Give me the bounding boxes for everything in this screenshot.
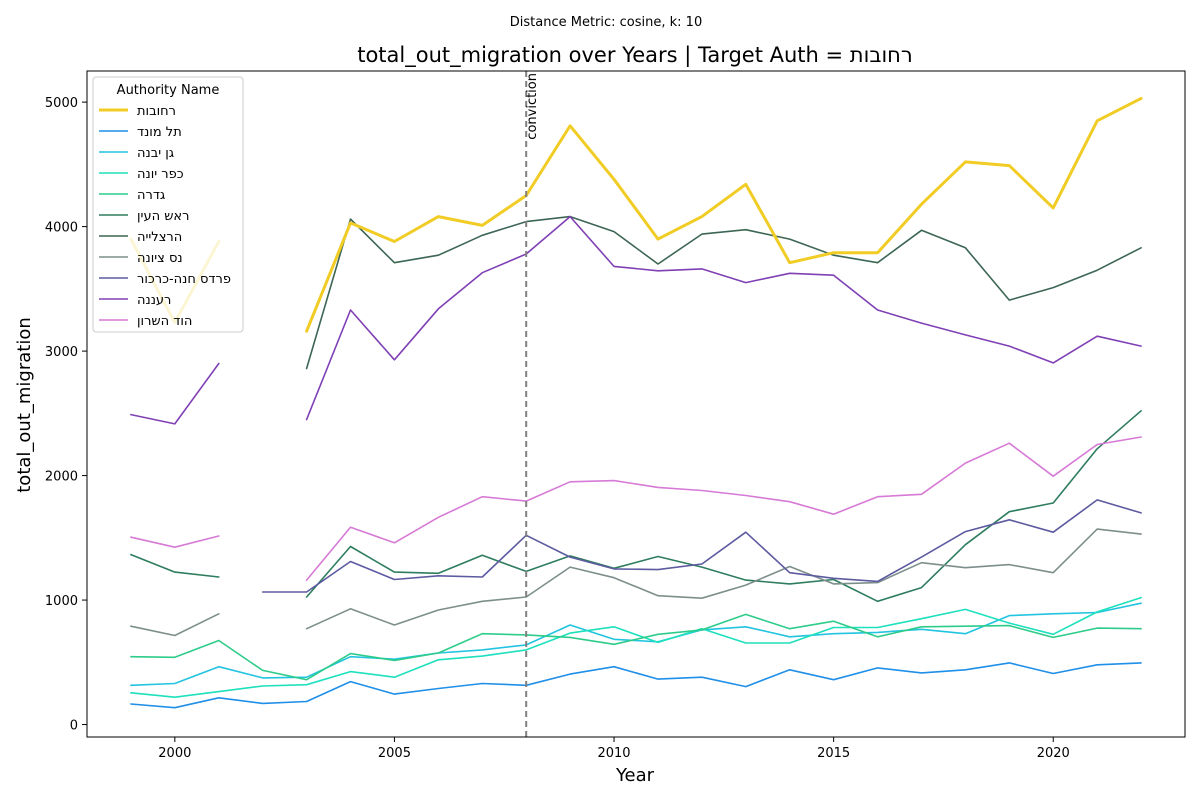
legend-label: ראש העין xyxy=(137,209,189,224)
legend-label: תל מונד xyxy=(137,125,182,140)
annotation-group: conviction xyxy=(525,71,540,737)
chart-title: total_out_migration over Years | Target … xyxy=(357,43,913,68)
series-line xyxy=(130,613,1142,681)
chart-suptitle: Distance Metric: cosine, k: 10 xyxy=(510,15,702,30)
x-tick-label: 2015 xyxy=(817,746,850,761)
series-line xyxy=(130,436,1142,581)
series-group xyxy=(129,96,1143,709)
plot-frame xyxy=(86,70,1186,738)
legend-label: גדרה xyxy=(137,188,165,203)
x-tick-label: 2005 xyxy=(378,746,411,761)
legend-title: Authority Name xyxy=(117,83,220,98)
legend-label: הרצלייה xyxy=(137,230,182,245)
legend-label: רעננה xyxy=(137,293,171,308)
series-line xyxy=(130,596,1142,698)
y-axis-label: total_out_migration xyxy=(14,317,35,493)
legend-label: כפר יונה xyxy=(137,167,184,182)
legend: Authority Name רחובות תל מונד גן יבנה כפר י… xyxy=(92,76,244,333)
y-tick-label: 0 xyxy=(70,719,78,734)
annotation-label: conviction xyxy=(525,73,540,140)
legend-label: הוד השרון xyxy=(137,314,192,329)
series-line xyxy=(129,96,1143,333)
series-line xyxy=(130,602,1142,687)
series-line xyxy=(130,410,1142,603)
axis-ticks: 2000 2005 2010 2015 2020 0 1000 2000 3000 4000 500… xyxy=(45,96,1070,761)
y-tick-label: 1000 xyxy=(45,594,78,609)
plot-area: conviction xyxy=(129,71,1143,737)
y-tick-label: 3000 xyxy=(45,345,78,360)
legend-label: גן יבנה xyxy=(137,146,174,161)
x-axis-label: Year xyxy=(615,765,655,786)
series-line xyxy=(305,215,1142,370)
series-line xyxy=(130,215,1142,425)
series-line xyxy=(130,528,1142,637)
series-line xyxy=(261,499,1142,593)
y-tick-label: 2000 xyxy=(45,470,78,485)
x-tick-label: 2010 xyxy=(597,746,630,761)
legend-box xyxy=(92,76,244,333)
legend-label: נס ציונה xyxy=(137,251,183,266)
y-tick-label: 4000 xyxy=(45,221,78,236)
legend-label: רחובות xyxy=(137,104,176,119)
legend-items: רחובות תל מונד גן יבנה כפר יונה גדרה ראש העין… xyxy=(99,104,231,329)
y-tick-label: 5000 xyxy=(45,96,78,111)
series-line xyxy=(130,662,1142,709)
legend-label: פרדס חנה-כרכור xyxy=(137,272,231,287)
x-tick-label: 2000 xyxy=(158,746,191,761)
x-tick-label: 2020 xyxy=(1037,746,1070,761)
